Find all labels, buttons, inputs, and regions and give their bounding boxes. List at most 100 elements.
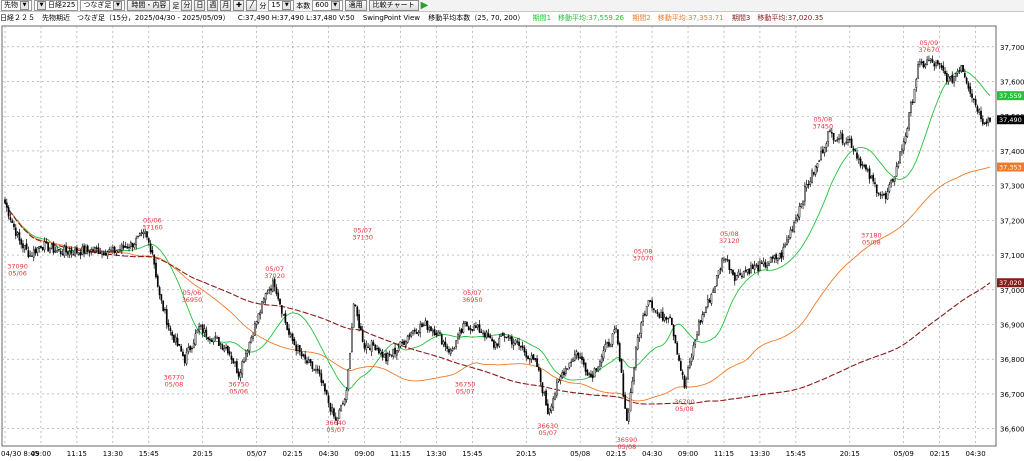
candle-body [449, 349, 452, 354]
candle-body [331, 407, 333, 413]
candle-body [845, 141, 848, 144]
candle-body [4, 199, 6, 204]
candle-body [978, 109, 981, 113]
candle-body [848, 138, 851, 141]
candle-body [688, 361, 691, 368]
contract-select[interactable]: つなぎ足 ▼ [80, 0, 126, 11]
candle-body [694, 340, 697, 345]
candle-body [491, 338, 493, 342]
candle-body [929, 58, 932, 61]
candle-body [155, 262, 157, 278]
month-bar-icon[interactable]: 月 [220, 0, 232, 11]
candle-body [913, 88, 916, 103]
candle-body [615, 327, 617, 330]
candle-body [557, 379, 560, 382]
candle-body [392, 348, 395, 357]
x-tick-label: 02:15 [930, 450, 950, 458]
candle-body [487, 333, 490, 338]
candle-body [827, 130, 830, 143]
candle-body [183, 354, 186, 364]
swing-point-label: 05/08 [813, 116, 832, 124]
minute-bar-icon[interactable]: 分 [181, 0, 193, 11]
candle-body [780, 252, 783, 259]
candle-body [705, 307, 707, 314]
candle-body [793, 221, 795, 232]
candle-body [257, 313, 260, 323]
play-icon[interactable]: ▶ [420, 0, 429, 11]
candle-body [633, 367, 635, 382]
count-select[interactable]: 600 ▼ [312, 0, 343, 11]
period-button[interactable]: 時間・内容 [127, 0, 171, 11]
candle-body [65, 245, 67, 253]
candle-body [791, 229, 794, 231]
candle-body [29, 254, 32, 257]
candle-body [295, 344, 298, 352]
candle-body [768, 263, 770, 266]
week-bar-icon[interactable]: 週 [207, 0, 219, 11]
candle-body [561, 372, 564, 378]
candle-body [387, 353, 389, 361]
candle-body [717, 270, 720, 276]
period-label: 足 [172, 1, 180, 10]
candle-body [444, 341, 447, 347]
candle-body [631, 381, 634, 394]
candle-body [980, 110, 982, 120]
candle-body [649, 300, 652, 303]
interval-select[interactable]: 15 ▼ [268, 0, 295, 11]
candle-body [938, 63, 941, 65]
candle-body [228, 351, 231, 355]
candle-body [169, 327, 172, 331]
candle-body [81, 246, 84, 255]
candle-body [324, 383, 326, 392]
candle-body [525, 351, 528, 358]
market-select[interactable]: 先物 ▼ [1, 0, 32, 11]
candle-body [816, 163, 819, 168]
symbol-select[interactable]: ▼ 日経225 [34, 0, 79, 11]
candle-body [424, 320, 427, 326]
candle-body [388, 353, 391, 356]
draw-line-icon[interactable]: ╱ [246, 0, 258, 11]
candle-body [904, 135, 907, 143]
candle-body [435, 332, 438, 336]
candles [4, 55, 991, 426]
candle-body [338, 409, 341, 419]
candle-body [433, 329, 436, 336]
candle-body [965, 77, 968, 84]
candle-body [83, 245, 85, 254]
candle-body [291, 333, 294, 341]
candle-body [194, 333, 197, 345]
candle-body [164, 309, 166, 311]
chevron-down-icon: ▼ [282, 1, 292, 10]
x-tick-label: 20:15 [193, 450, 213, 458]
candle-body [599, 360, 601, 367]
candle-body [678, 355, 680, 361]
day-bar-icon[interactable]: 日 [194, 0, 206, 11]
candle-body [22, 243, 24, 249]
candle-body [182, 351, 184, 357]
candle-body [200, 325, 202, 327]
crosshair-icon[interactable]: ✚ [233, 0, 245, 11]
candle-body [590, 373, 592, 378]
candle-body [746, 269, 749, 273]
candle-body [352, 303, 355, 328]
apply-button[interactable]: 適用 [344, 0, 367, 11]
candle-body [712, 290, 715, 293]
candle-body [120, 244, 123, 251]
candle-body [618, 343, 621, 362]
candle-body [128, 246, 130, 249]
compare-chart-button[interactable]: 比較チャート [368, 0, 419, 11]
candle-body [77, 252, 80, 255]
candle-body [597, 366, 600, 372]
candle-body [395, 350, 398, 356]
candle-body [117, 249, 120, 253]
candle-body [868, 168, 871, 180]
candle-body [645, 305, 648, 316]
candle-body [9, 217, 12, 221]
swing-point-label: 37450 [812, 123, 833, 131]
swing-point-label: 05/08 [675, 405, 694, 413]
candle-body [325, 389, 328, 395]
candle-body [861, 163, 864, 166]
candle-body [593, 368, 596, 378]
candle-body [922, 60, 925, 68]
